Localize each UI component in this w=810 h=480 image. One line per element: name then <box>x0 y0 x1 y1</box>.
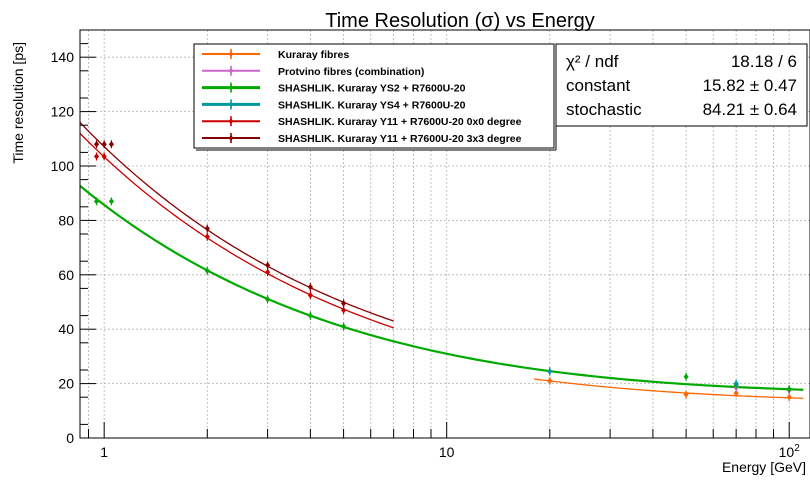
y-tick-label: 20 <box>58 376 74 392</box>
y-tick-label: 100 <box>51 158 75 174</box>
x-tick-label: 1 <box>100 444 108 460</box>
stats-row-value: 15.82 ± 0.47 <box>703 76 797 95</box>
axis-ticks <box>80 43 790 439</box>
legend-swatch-marker <box>228 135 234 141</box>
data-point <box>108 141 115 148</box>
data-point <box>108 198 115 205</box>
fit-curve <box>534 378 804 399</box>
legend-entry-label: Kuraray fibres <box>278 49 349 61</box>
data-point <box>93 153 100 160</box>
y-tick-label: 40 <box>58 321 74 337</box>
data-point <box>307 283 313 291</box>
tick-labels: 0 20 40 60 80 100 120 140 1 10 102 <box>51 49 801 460</box>
fit-curve <box>79 185 804 391</box>
data-point <box>93 198 100 205</box>
data-point <box>264 268 271 276</box>
data-point <box>786 394 792 401</box>
data-point <box>547 368 553 375</box>
fit-curves <box>79 122 804 399</box>
y-tick-label: 120 <box>51 104 75 120</box>
data-point <box>547 377 553 385</box>
data-point <box>101 153 107 160</box>
data-point <box>683 391 689 398</box>
legend-swatch-marker <box>228 118 234 125</box>
stats-box: χ² / ndf 18.18 / 6 constant 15.82 ± 0.47 sto… <box>555 43 808 127</box>
data-point <box>733 389 739 397</box>
data-point <box>307 292 313 299</box>
data-point <box>786 385 792 393</box>
legend-swatch-marker <box>228 67 234 74</box>
y-tick-label: 0 <box>66 430 74 446</box>
data-point <box>307 312 313 319</box>
legend-entry-label: SHASHLIK. Kuraray YS2 + R7600U-20 <box>278 83 466 95</box>
stats-row-value: 18.18 / 6 <box>731 52 797 71</box>
legend-entry-label: Protvino fibres (combination) <box>278 66 424 78</box>
chart-title: Time Resolution (σ) vs Energy <box>325 10 594 32</box>
y-tick-label: 140 <box>51 49 75 65</box>
x-tick-label: 102 <box>779 443 801 460</box>
data-point <box>340 323 347 330</box>
data-point <box>204 233 210 240</box>
stats-row-value: 84.21 ± 0.64 <box>703 100 797 119</box>
data-point <box>264 296 271 303</box>
x-tick-label: 10 <box>439 444 455 460</box>
data-point <box>340 306 347 314</box>
legend: Kuraray fibres Protvino fibres (combinati… <box>193 43 557 151</box>
fit-curve <box>79 132 394 329</box>
stats-box-frame <box>555 43 808 127</box>
y-tick-label: 60 <box>58 267 74 283</box>
stats-row-name: stochastic <box>566 100 642 119</box>
legend-swatch-marker <box>228 84 234 91</box>
data-point <box>93 141 100 148</box>
legend-entry-label: SHASHLIK. Kuraray Y11 + R7600U-20 3x3 de… <box>278 133 522 145</box>
data-point <box>264 262 271 269</box>
data-point <box>101 141 107 148</box>
stats-row-name: constant <box>566 76 631 95</box>
x-axis-label: Energy [GeV] <box>722 459 806 475</box>
y-axis-label: Time resolution [ps] <box>10 42 26 164</box>
legend-box <box>193 43 555 149</box>
data-points <box>93 140 792 402</box>
data-point <box>204 267 210 274</box>
data-point <box>340 300 347 307</box>
data-point <box>204 225 210 232</box>
fit-curve <box>79 122 394 322</box>
legend-swatch-marker <box>228 51 234 57</box>
stats-row-name: χ² / ndf <box>566 52 619 71</box>
legend-entry-label: SHASHLIK. Kuraray Y11 + R7600U-20 0x0 de… <box>278 116 522 128</box>
y-tick-label: 80 <box>58 212 74 228</box>
legend-swatch-marker <box>228 101 234 108</box>
data-point <box>733 380 739 387</box>
data-point <box>683 373 689 380</box>
legend-entry-label: SHASHLIK. Kuraray YS4 + R7600U-20 <box>278 99 466 111</box>
